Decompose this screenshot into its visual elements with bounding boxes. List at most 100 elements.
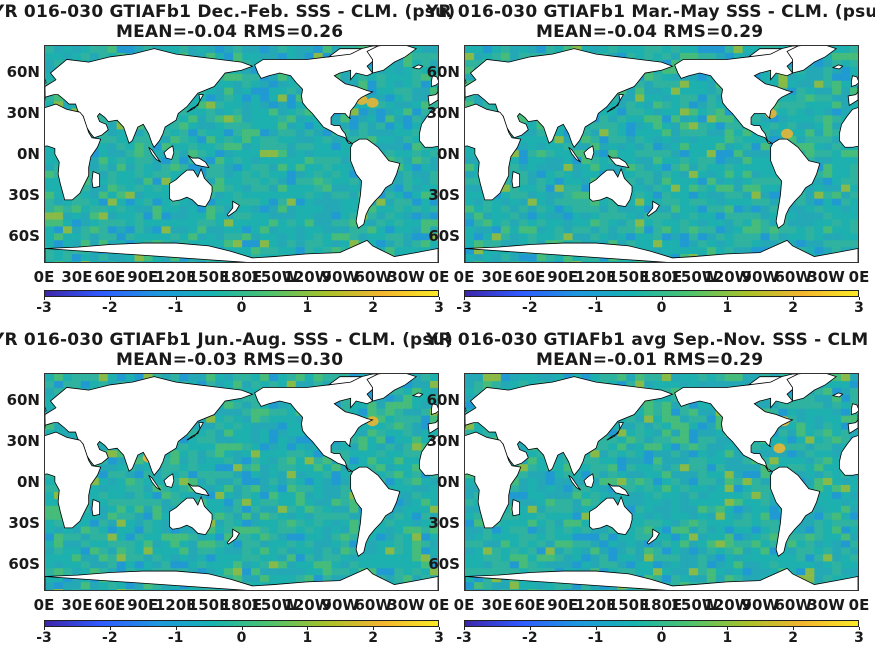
colorbar-tick-mark xyxy=(175,297,177,300)
colorbar-tick-mark xyxy=(464,297,465,300)
colorbar-tick-label: -3 xyxy=(36,630,52,646)
lon-tick-label: 150W xyxy=(670,596,719,614)
colorbar-tick-mark xyxy=(44,627,45,630)
lat-tick-label: 0N xyxy=(437,473,460,491)
colorbar-tick-mark xyxy=(373,297,375,300)
continent xyxy=(589,167,633,208)
lon-tick-label: 90E xyxy=(127,268,159,286)
colorbar-tick-label: -1 xyxy=(587,300,604,316)
panel-son: YR 016-030 GTIAFb1 avg Sep.-Nov. SSS - C… xyxy=(420,328,875,656)
lon-tick-label: 30E xyxy=(61,268,93,286)
continent xyxy=(169,495,213,536)
panel-title-line2: MEAN=-0.04 RMS=0.26 xyxy=(116,22,344,42)
colorbar-tick-mark xyxy=(529,297,531,300)
panel-mam: YR 016-030 GTIAFb1 Mar.-May SSS - CLM. (… xyxy=(420,0,875,328)
lon-tick-label: 30W xyxy=(387,596,425,614)
continent xyxy=(45,103,102,201)
lon-tick-label: 60W xyxy=(354,268,392,286)
lon-tick-label: 120W xyxy=(703,268,752,286)
continent xyxy=(786,46,838,74)
lat-tick-label: 30S xyxy=(8,513,40,532)
continent xyxy=(747,48,782,58)
lon-tick-label: 60W xyxy=(354,596,392,614)
lon-tick-label: 150E xyxy=(607,268,650,286)
continent xyxy=(646,200,660,217)
colorbar-tick-label: 1 xyxy=(722,630,733,646)
continent xyxy=(786,374,838,402)
panel-title-line1: YR 016-030 GTIAFb1 Dec.-Feb. SSS - CLM. … xyxy=(0,2,456,22)
colorbar-tick-mark xyxy=(793,627,795,630)
lon-tick-label: 150E xyxy=(607,596,650,614)
continent xyxy=(465,78,467,84)
lon-tick-label: 90E xyxy=(547,268,579,286)
continent xyxy=(838,435,858,476)
colorbar-tick-label: 3 xyxy=(434,300,444,316)
continent xyxy=(45,239,438,262)
lon-tick-label: 120W xyxy=(703,596,752,614)
continent xyxy=(350,138,401,229)
colorbar-tick-label: 0 xyxy=(236,300,247,316)
colorbar-tick-mark xyxy=(175,627,177,630)
colorbar-tick-label: -3 xyxy=(456,300,472,316)
lon-tick-label: 150W xyxy=(670,268,719,286)
map-canvas xyxy=(45,374,438,590)
continent xyxy=(418,435,438,476)
lon-tick-label: 0E xyxy=(428,268,450,286)
continent xyxy=(45,567,438,590)
map-canvas xyxy=(45,46,438,262)
continent xyxy=(465,239,858,262)
lon-tick-label: 60E xyxy=(514,268,546,286)
colorbar-tick-label: 3 xyxy=(854,300,864,316)
lon-tick-label: 120W xyxy=(283,596,332,614)
lat-tick-label: 60N xyxy=(6,391,40,410)
continent xyxy=(607,155,630,169)
lon-tick-label: 90E xyxy=(127,596,159,614)
colorbar-tick-mark xyxy=(109,627,111,630)
lat-tick-label: 30S xyxy=(8,185,40,204)
lat-tick-label: 60N xyxy=(426,63,460,82)
anomaly-hotspot xyxy=(781,128,794,139)
lon-tick-label: 150W xyxy=(250,268,299,286)
lat-tick-label: 0N xyxy=(437,145,460,163)
continent xyxy=(350,466,401,557)
continent xyxy=(226,200,240,217)
colorbar xyxy=(44,620,439,627)
panel-jja: YR 016-030 GTIAFb1 Jun.-Aug. SSS - CLM. … xyxy=(0,328,453,656)
continent xyxy=(169,167,213,208)
colorbar-tick-label: -2 xyxy=(522,300,538,316)
colorbar-tick-mark xyxy=(727,627,729,630)
continent xyxy=(606,422,624,441)
continent xyxy=(607,483,630,497)
continent xyxy=(747,376,782,386)
continent xyxy=(226,528,240,545)
panel-title-line2: MEAN=-0.04 RMS=0.29 xyxy=(536,22,764,42)
continent xyxy=(606,94,624,113)
panel-djf: YR 016-030 GTIAFb1 Dec.-Feb. SSS - CLM. … xyxy=(0,0,455,328)
colorbar-tick-label: -1 xyxy=(167,630,184,646)
lon-tick-label: 30E xyxy=(481,268,513,286)
lon-tick-label: 150E xyxy=(187,596,230,614)
continent xyxy=(45,78,47,84)
lat-tick-label: 30S xyxy=(428,185,460,204)
colorbar-tick-label: 2 xyxy=(788,630,799,646)
continent xyxy=(431,403,438,416)
colorbar-tick-label: -2 xyxy=(102,630,118,646)
colorbar-tick-label: 3 xyxy=(854,630,864,646)
lat-tick-label: 60S xyxy=(8,554,40,573)
lon-tick-label: 180E xyxy=(220,596,263,614)
continent xyxy=(186,422,204,441)
continent xyxy=(465,431,522,529)
colorbar-tick-mark xyxy=(241,297,243,300)
colorbar-tick-mark xyxy=(793,297,795,300)
colorbar-tick-label: -1 xyxy=(587,630,604,646)
continent xyxy=(851,75,858,88)
lat-tick-label: 30N xyxy=(6,432,40,451)
continent xyxy=(583,473,595,488)
continent xyxy=(411,64,424,70)
lon-tick-label: 60E xyxy=(94,596,126,614)
lon-tick-label: 30E xyxy=(61,596,93,614)
colorbar-tick-mark xyxy=(439,297,440,300)
continent xyxy=(770,138,821,229)
colorbar-tick-label: -2 xyxy=(522,630,538,646)
continent xyxy=(847,419,858,435)
